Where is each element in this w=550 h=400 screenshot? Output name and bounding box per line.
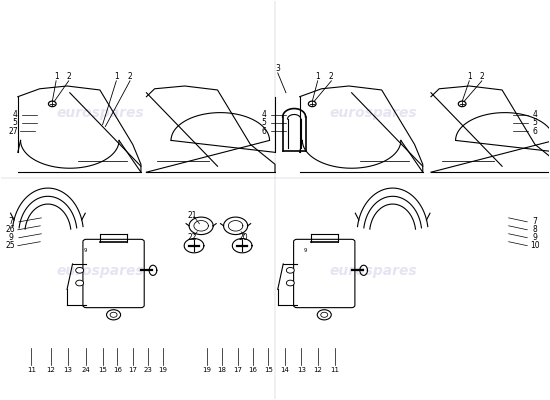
Text: 16: 16 <box>113 367 122 373</box>
Text: 13: 13 <box>64 367 73 373</box>
Text: 5: 5 <box>13 118 18 127</box>
Circle shape <box>321 312 328 317</box>
Text: $^9$: $^9$ <box>82 248 87 257</box>
Text: 9: 9 <box>532 233 537 242</box>
Text: 20: 20 <box>239 233 249 242</box>
Text: 9: 9 <box>9 233 14 242</box>
Text: 11: 11 <box>331 367 340 373</box>
Text: 12: 12 <box>46 367 55 373</box>
Text: 7: 7 <box>9 217 14 226</box>
Text: 19: 19 <box>158 367 167 373</box>
Text: 6: 6 <box>532 127 537 136</box>
Text: 13: 13 <box>297 367 306 373</box>
Text: 12: 12 <box>314 367 322 373</box>
Text: 7: 7 <box>532 217 537 226</box>
Circle shape <box>458 101 466 107</box>
Text: 5: 5 <box>532 118 537 127</box>
Text: 2: 2 <box>329 72 334 81</box>
Text: 10: 10 <box>530 241 540 250</box>
Text: 22: 22 <box>187 233 196 242</box>
Text: 2: 2 <box>128 72 133 81</box>
Circle shape <box>309 101 316 107</box>
Text: 11: 11 <box>27 367 36 373</box>
Text: eurospares: eurospares <box>329 106 417 120</box>
Text: 2: 2 <box>67 72 71 81</box>
Text: 16: 16 <box>249 367 257 373</box>
Text: 1: 1 <box>467 72 472 81</box>
Text: 3: 3 <box>276 64 280 73</box>
Circle shape <box>76 280 84 286</box>
Text: 6: 6 <box>262 127 267 136</box>
Circle shape <box>287 280 294 286</box>
Text: 23: 23 <box>144 367 152 373</box>
Circle shape <box>317 310 331 320</box>
Text: 1: 1 <box>315 72 320 81</box>
Text: 4: 4 <box>13 110 18 119</box>
Text: 5: 5 <box>262 118 267 127</box>
Text: 4: 4 <box>262 110 267 119</box>
Text: 26: 26 <box>6 225 15 234</box>
Text: 18: 18 <box>217 367 227 373</box>
Text: 24: 24 <box>82 367 91 373</box>
Circle shape <box>48 101 56 107</box>
Text: 15: 15 <box>98 367 107 373</box>
Text: 4: 4 <box>532 110 537 119</box>
Text: 19: 19 <box>202 367 211 373</box>
Text: 27: 27 <box>9 127 18 136</box>
Circle shape <box>76 268 84 273</box>
Text: 2: 2 <box>480 72 484 81</box>
Circle shape <box>287 268 294 273</box>
Text: 1: 1 <box>54 72 58 81</box>
Text: 1: 1 <box>114 72 119 81</box>
Circle shape <box>107 310 120 320</box>
Text: 21: 21 <box>187 210 196 220</box>
Text: 17: 17 <box>128 367 137 373</box>
Text: 17: 17 <box>233 367 243 373</box>
Text: 8: 8 <box>532 225 537 234</box>
Circle shape <box>110 312 117 317</box>
Text: 25: 25 <box>6 241 15 250</box>
Text: eurospares: eurospares <box>56 264 144 278</box>
Text: 14: 14 <box>280 367 289 373</box>
Text: 15: 15 <box>264 367 273 373</box>
Text: eurospares: eurospares <box>329 264 417 278</box>
Text: $^9$: $^9$ <box>302 248 307 257</box>
Text: eurospares: eurospares <box>56 106 144 120</box>
